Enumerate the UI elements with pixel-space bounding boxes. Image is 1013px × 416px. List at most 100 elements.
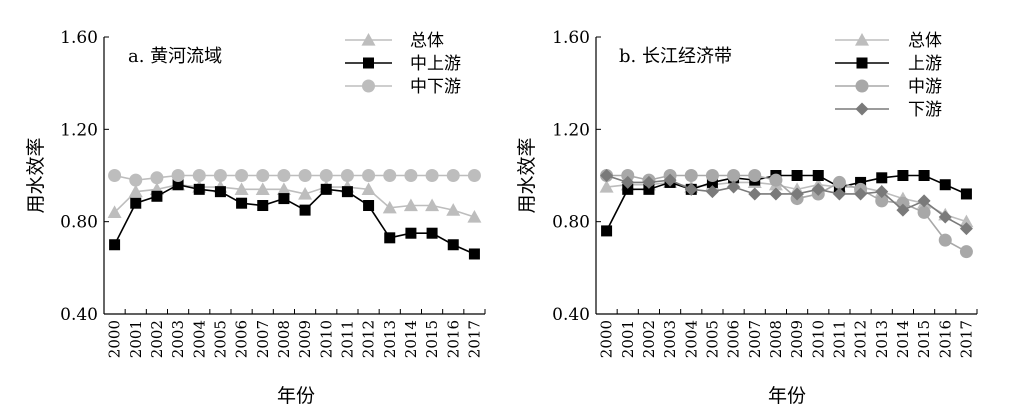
data-point xyxy=(235,169,249,182)
data-point xyxy=(917,194,931,208)
data-point xyxy=(107,205,122,219)
x-tick-label: 2006 xyxy=(725,320,743,358)
y-tick-label: 0.80 xyxy=(552,213,590,233)
x-tick-label: 2016 xyxy=(444,320,462,358)
data-point xyxy=(643,183,655,195)
series-line xyxy=(113,183,475,255)
data-point xyxy=(468,248,480,260)
x-tick-label: 2001 xyxy=(619,320,637,358)
data-point xyxy=(425,198,440,212)
legend-label: 中游 xyxy=(908,77,942,97)
legend-entry: 总体 xyxy=(345,31,444,51)
series-0 xyxy=(599,175,974,228)
data-point xyxy=(446,203,461,216)
data-point xyxy=(832,175,846,189)
x-tick-label: 2000 xyxy=(598,320,616,358)
series-1 xyxy=(601,170,972,237)
legend-marker xyxy=(856,57,868,69)
data-point xyxy=(599,180,614,193)
legend-marker xyxy=(855,33,869,46)
x-tick-label: 2016 xyxy=(936,320,954,358)
data-point xyxy=(939,179,951,191)
legend-entry: 总体 xyxy=(835,31,942,51)
data-point xyxy=(621,169,635,182)
series-line xyxy=(114,174,475,181)
data-point xyxy=(319,169,333,182)
data-point xyxy=(320,183,332,195)
data-point xyxy=(341,186,353,198)
data-point xyxy=(897,170,909,181)
legend-label: 中下游 xyxy=(410,77,461,97)
data-point xyxy=(256,169,270,182)
data-point xyxy=(447,239,459,251)
data-point xyxy=(769,187,783,201)
data-point xyxy=(791,170,803,181)
x-tick-label: 2005 xyxy=(703,320,721,358)
x-tick-label: 2014 xyxy=(894,320,912,358)
data-point xyxy=(298,186,313,200)
legend-label: 中上游 xyxy=(410,54,461,74)
data-point xyxy=(917,205,931,219)
y-tick-label: 0.40 xyxy=(552,305,590,325)
data-point xyxy=(876,172,888,184)
data-point xyxy=(769,173,783,187)
y-axis-title: 用水效率 xyxy=(516,137,538,213)
data-point xyxy=(960,188,972,200)
x-tick-label: 2015 xyxy=(423,320,441,358)
data-point xyxy=(875,185,889,199)
x-tick-label: 2011 xyxy=(338,320,356,358)
x-tick-label: 2008 xyxy=(275,320,293,358)
data-point xyxy=(467,210,482,223)
y-tick-label: 1.20 xyxy=(552,120,590,140)
legend-marker xyxy=(362,79,375,93)
data-point xyxy=(426,227,438,239)
data-point xyxy=(299,204,311,216)
data-point xyxy=(812,170,824,181)
data-point xyxy=(109,239,121,251)
panel-b: 0.40 0.80 1.20 1.60 2000 2001 2002 2003 2004 2005… xyxy=(516,28,978,407)
data-point xyxy=(276,182,291,195)
data-point xyxy=(832,187,846,201)
data-point xyxy=(748,187,762,201)
data-point xyxy=(383,169,397,182)
y-axis-title: 用水效率 xyxy=(25,137,47,213)
y-tick-label: 1.60 xyxy=(552,28,590,48)
x-tick-label: 2015 xyxy=(915,320,933,358)
data-point xyxy=(705,169,719,182)
x-tick-label: 2000 xyxy=(106,320,124,358)
x-tick-label: 2017 xyxy=(957,320,975,358)
data-point xyxy=(727,169,741,182)
legend-label: 总体 xyxy=(410,31,444,51)
data-point xyxy=(622,183,634,195)
x-tick-label: 2013 xyxy=(873,320,891,358)
data-point xyxy=(405,227,417,239)
legend-label: 总体 xyxy=(908,31,942,51)
data-point xyxy=(213,169,227,182)
x-tick-label: 2011 xyxy=(830,320,848,358)
data-point xyxy=(278,193,290,205)
data-point xyxy=(108,169,122,182)
x-tick-label: 2003 xyxy=(661,320,679,358)
data-point xyxy=(382,200,397,214)
data-point xyxy=(130,197,142,209)
data-point xyxy=(727,180,741,194)
legend-marker xyxy=(855,102,869,116)
data-point xyxy=(192,169,206,182)
legend-label: 上游 xyxy=(908,54,942,74)
legend-entry: 中上游 xyxy=(345,54,461,74)
data-point xyxy=(129,173,143,187)
data-point xyxy=(172,179,184,191)
data-point xyxy=(404,169,418,182)
x-tick-label: 2005 xyxy=(211,320,229,358)
data-point xyxy=(128,184,143,198)
legend-marker xyxy=(363,57,374,69)
data-point xyxy=(384,232,396,244)
data-point xyxy=(938,210,952,224)
data-point xyxy=(959,245,973,259)
data-point xyxy=(425,169,439,182)
legend-entry: 中游 xyxy=(835,77,942,97)
data-point xyxy=(193,183,205,195)
data-point xyxy=(257,200,269,212)
data-point xyxy=(918,170,930,181)
